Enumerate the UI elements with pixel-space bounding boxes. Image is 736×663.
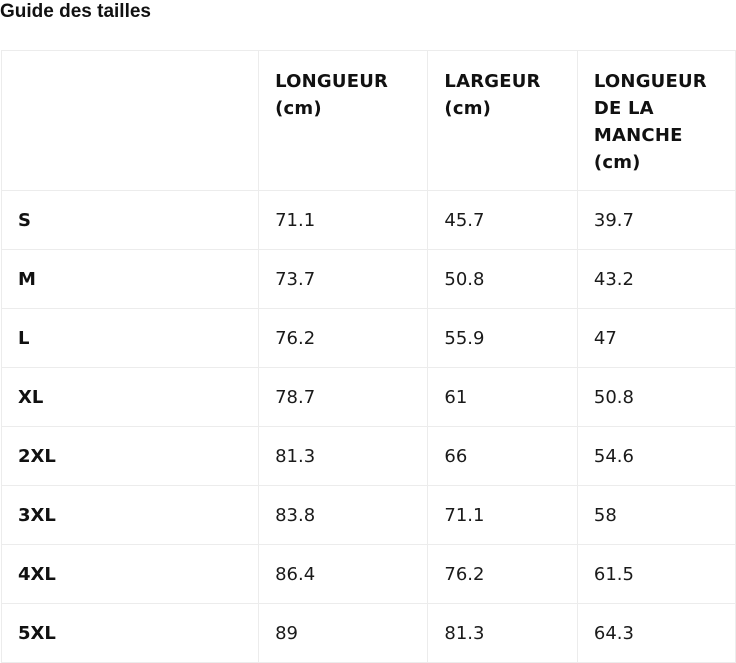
table-row: 4XL 86.4 76.2 61.5 [0, 544, 736, 604]
size-label: 2XL [0, 426, 260, 486]
table-row: XL 78.7 61 50.8 [0, 367, 736, 427]
table-row: 3XL 83.8 71.1 58 [0, 485, 736, 545]
largeur-value: 55.9 [427, 308, 578, 368]
table-row: L 76.2 55.9 47 [0, 308, 736, 368]
manche-value: 58 [576, 485, 736, 545]
manche-value: 64.3 [576, 603, 736, 663]
manche-value: 39.7 [576, 190, 736, 250]
size-guide-table: LONGUEUR (cm) LARGEUR (cm) LONGUEUR DE L… [0, 50, 736, 663]
longueur-value: 76.2 [258, 308, 429, 368]
longueur-value: 73.7 [258, 249, 429, 309]
header-manche: LONGUEUR DE LA MANCHE (cm) [576, 50, 736, 191]
manche-value: 50.8 [576, 367, 736, 427]
header-longueur: LONGUEUR (cm) [258, 50, 429, 191]
size-label: 5XL [0, 603, 260, 663]
manche-value: 61.5 [576, 544, 736, 604]
manche-value: 43.2 [576, 249, 736, 309]
largeur-value: 71.1 [427, 485, 578, 545]
table-header-row: LONGUEUR (cm) LARGEUR (cm) LONGUEUR DE L… [0, 50, 736, 191]
largeur-value: 66 [427, 426, 578, 486]
longueur-value: 86.4 [258, 544, 429, 604]
largeur-value: 81.3 [427, 603, 578, 663]
page-title: Guide des tailles [0, 1, 151, 22]
size-label: S [0, 190, 260, 250]
header-size [0, 50, 260, 191]
largeur-value: 45.7 [427, 190, 578, 250]
size-label: M [0, 249, 260, 309]
largeur-value: 76.2 [427, 544, 578, 604]
longueur-value: 83.8 [258, 485, 429, 545]
table-row: S 71.1 45.7 39.7 [0, 190, 736, 250]
table-row: 5XL 89 81.3 64.3 [0, 603, 736, 663]
longueur-value: 78.7 [258, 367, 429, 427]
manche-value: 47 [576, 308, 736, 368]
size-label: 3XL [0, 485, 260, 545]
table-row: M 73.7 50.8 43.2 [0, 249, 736, 309]
header-largeur: LARGEUR (cm) [427, 50, 578, 191]
longueur-value: 89 [258, 603, 429, 663]
size-label: XL [0, 367, 260, 427]
longueur-value: 71.1 [258, 190, 429, 250]
largeur-value: 50.8 [427, 249, 578, 309]
longueur-value: 81.3 [258, 426, 429, 486]
manche-value: 54.6 [576, 426, 736, 486]
largeur-value: 61 [427, 367, 578, 427]
size-label: L [0, 308, 260, 368]
table-row: 2XL 81.3 66 54.6 [0, 426, 736, 486]
size-label: 4XL [0, 544, 260, 604]
